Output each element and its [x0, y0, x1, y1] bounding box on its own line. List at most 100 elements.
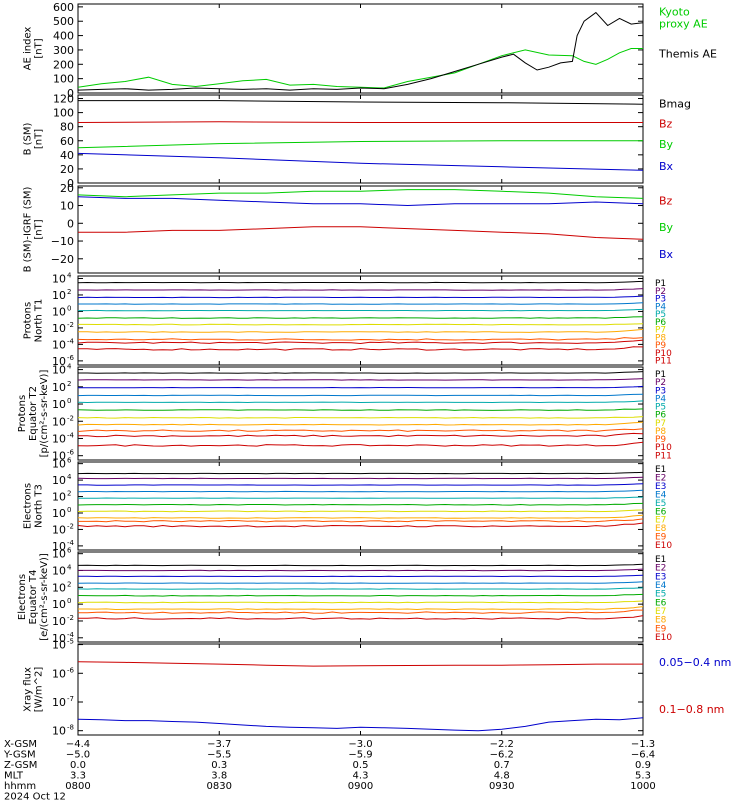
- panel-frame: [77, 275, 644, 366]
- series-line-1: [78, 100, 644, 105]
- channel-label-E6: E6: [655, 507, 667, 517]
- channel-label-E3: E3: [655, 572, 666, 582]
- channel-line-P6: [77, 316, 644, 319]
- channel-label-P5: P5: [655, 310, 666, 320]
- channel-label-E9: E9: [655, 624, 667, 634]
- channel-label-E2: E2: [655, 564, 666, 574]
- x-row-label: Y-GSM: [3, 750, 36, 761]
- channel-line-E3: [78, 574, 644, 578]
- x-row-label: hhmm: [4, 781, 36, 792]
- y-tick-exponent: 0: [67, 597, 71, 605]
- channel-line-P10: [77, 432, 644, 438]
- channel-label-P11: P11: [655, 357, 672, 367]
- channel-label-P6: P6: [655, 411, 666, 421]
- channel-line-E2: [77, 476, 644, 480]
- y-tick-label: 100: [53, 73, 74, 86]
- y-axis-label: B (SM): [23, 122, 34, 155]
- y-tick-label: 10: [52, 598, 66, 611]
- y-tick-exponent: 2: [67, 580, 71, 588]
- y-tick-label: 0: [67, 87, 74, 100]
- x-tick-value: −2.2: [490, 739, 514, 750]
- series-line-3: [77, 140, 643, 149]
- channel-line-P3: [77, 295, 644, 299]
- y-axis-label: B (SM)-IGRF (SM): [23, 187, 34, 273]
- x-tick-value: 4.3: [353, 771, 369, 782]
- y-tick-exponent: -5: [67, 638, 74, 646]
- channel-label-E2: E2: [655, 473, 666, 483]
- y-axis-label: Electrons: [23, 483, 34, 529]
- channel-label-E9: E9: [655, 533, 667, 543]
- x-row-label: X-GSM: [4, 739, 37, 750]
- series-line-1: [77, 661, 643, 667]
- x-tick-value: 0930: [489, 781, 514, 792]
- channel-line-E3: [78, 483, 644, 486]
- legend-label: By: [659, 138, 674, 151]
- channel-line-P8: [78, 328, 644, 333]
- channel-line-P9: [77, 428, 644, 432]
- x-tick-value: 0900: [348, 781, 373, 792]
- legend-label: Bmag: [659, 97, 691, 110]
- x-row-label: 2024 Oct 12: [4, 792, 66, 800]
- x-tick-value: −3.0: [348, 739, 372, 750]
- channel-label-E8: E8: [655, 524, 667, 534]
- y-tick-label: 10: [52, 632, 66, 645]
- y-tick-label: 10: [52, 355, 66, 368]
- channel-line-P3: [78, 385, 644, 389]
- channel-label-E5: E5: [655, 590, 666, 600]
- channel-label-E10: E10: [655, 633, 672, 643]
- x-tick-value: −5.5: [207, 750, 231, 761]
- channel-label-E5: E5: [655, 499, 666, 509]
- y-tick-label: 10: [52, 398, 66, 411]
- legend-label: Themis AE: [658, 47, 717, 60]
- channel-label-P1: P1: [655, 279, 666, 289]
- y-axis-label: Xray flux: [23, 667, 34, 712]
- y-axis-label: Equator T4: [28, 570, 39, 625]
- channel-line-E5: [77, 587, 644, 590]
- channel-label-P2: P2: [655, 287, 666, 297]
- channel-label-P10: P10: [655, 443, 672, 453]
- channel-label-P10: P10: [655, 349, 672, 359]
- channel-line-P8: [77, 421, 644, 426]
- x-tick-value: 3.3: [70, 771, 86, 782]
- panel-frame: [77, 3, 644, 94]
- y-tick-exponent: 6: [67, 457, 72, 465]
- channel-label-P9: P9: [655, 435, 666, 445]
- y-tick-label: 0: [67, 217, 74, 230]
- x-tick-value: 3.8: [211, 771, 227, 782]
- channel-line-P5: [78, 308, 644, 312]
- panel-3: −20 −10 0 10 20 B (SM)-IGRF (SM) [nT] Bx By Bz: [23, 182, 674, 274]
- y-tick-label: 10: [52, 548, 66, 561]
- y-tick-label: 10: [52, 338, 66, 351]
- channel-line-E1: [77, 471, 644, 475]
- y-tick-label: 10: [52, 432, 66, 445]
- x-row-label: MLT: [4, 771, 24, 782]
- y-tick-exponent: 2: [67, 380, 71, 388]
- y-tick-exponent: 0: [67, 506, 71, 514]
- channel-label-P3: P3: [655, 386, 666, 396]
- channel-line-E9: [78, 518, 644, 523]
- y-tick-exponent: -7: [67, 695, 74, 703]
- y-axis-label: [nT]: [34, 219, 45, 239]
- series-line-2: [77, 717, 644, 732]
- panel-frame: [77, 461, 644, 551]
- legend-label: Bz: [659, 194, 673, 207]
- channel-label-E4: E4: [655, 581, 667, 591]
- channel-line-P5: [77, 400, 644, 404]
- channel-label-P8: P8: [655, 333, 666, 343]
- y-tick-label: 600: [53, 1, 74, 14]
- x-tick-value: −6.4: [631, 750, 655, 761]
- y-tick-label: 60: [60, 135, 74, 148]
- channel-label-P9: P9: [655, 341, 666, 351]
- panel-frame: [77, 185, 644, 274]
- channel-label-P3: P3: [655, 295, 666, 305]
- x-tick-value: 0.9: [635, 760, 651, 771]
- y-tick-label: 300: [53, 44, 74, 57]
- legend-label: Kyoto: [659, 6, 690, 19]
- series-line-2: [77, 196, 644, 207]
- y-tick-label: 500: [53, 15, 74, 28]
- channel-label-E1: E1: [655, 555, 666, 565]
